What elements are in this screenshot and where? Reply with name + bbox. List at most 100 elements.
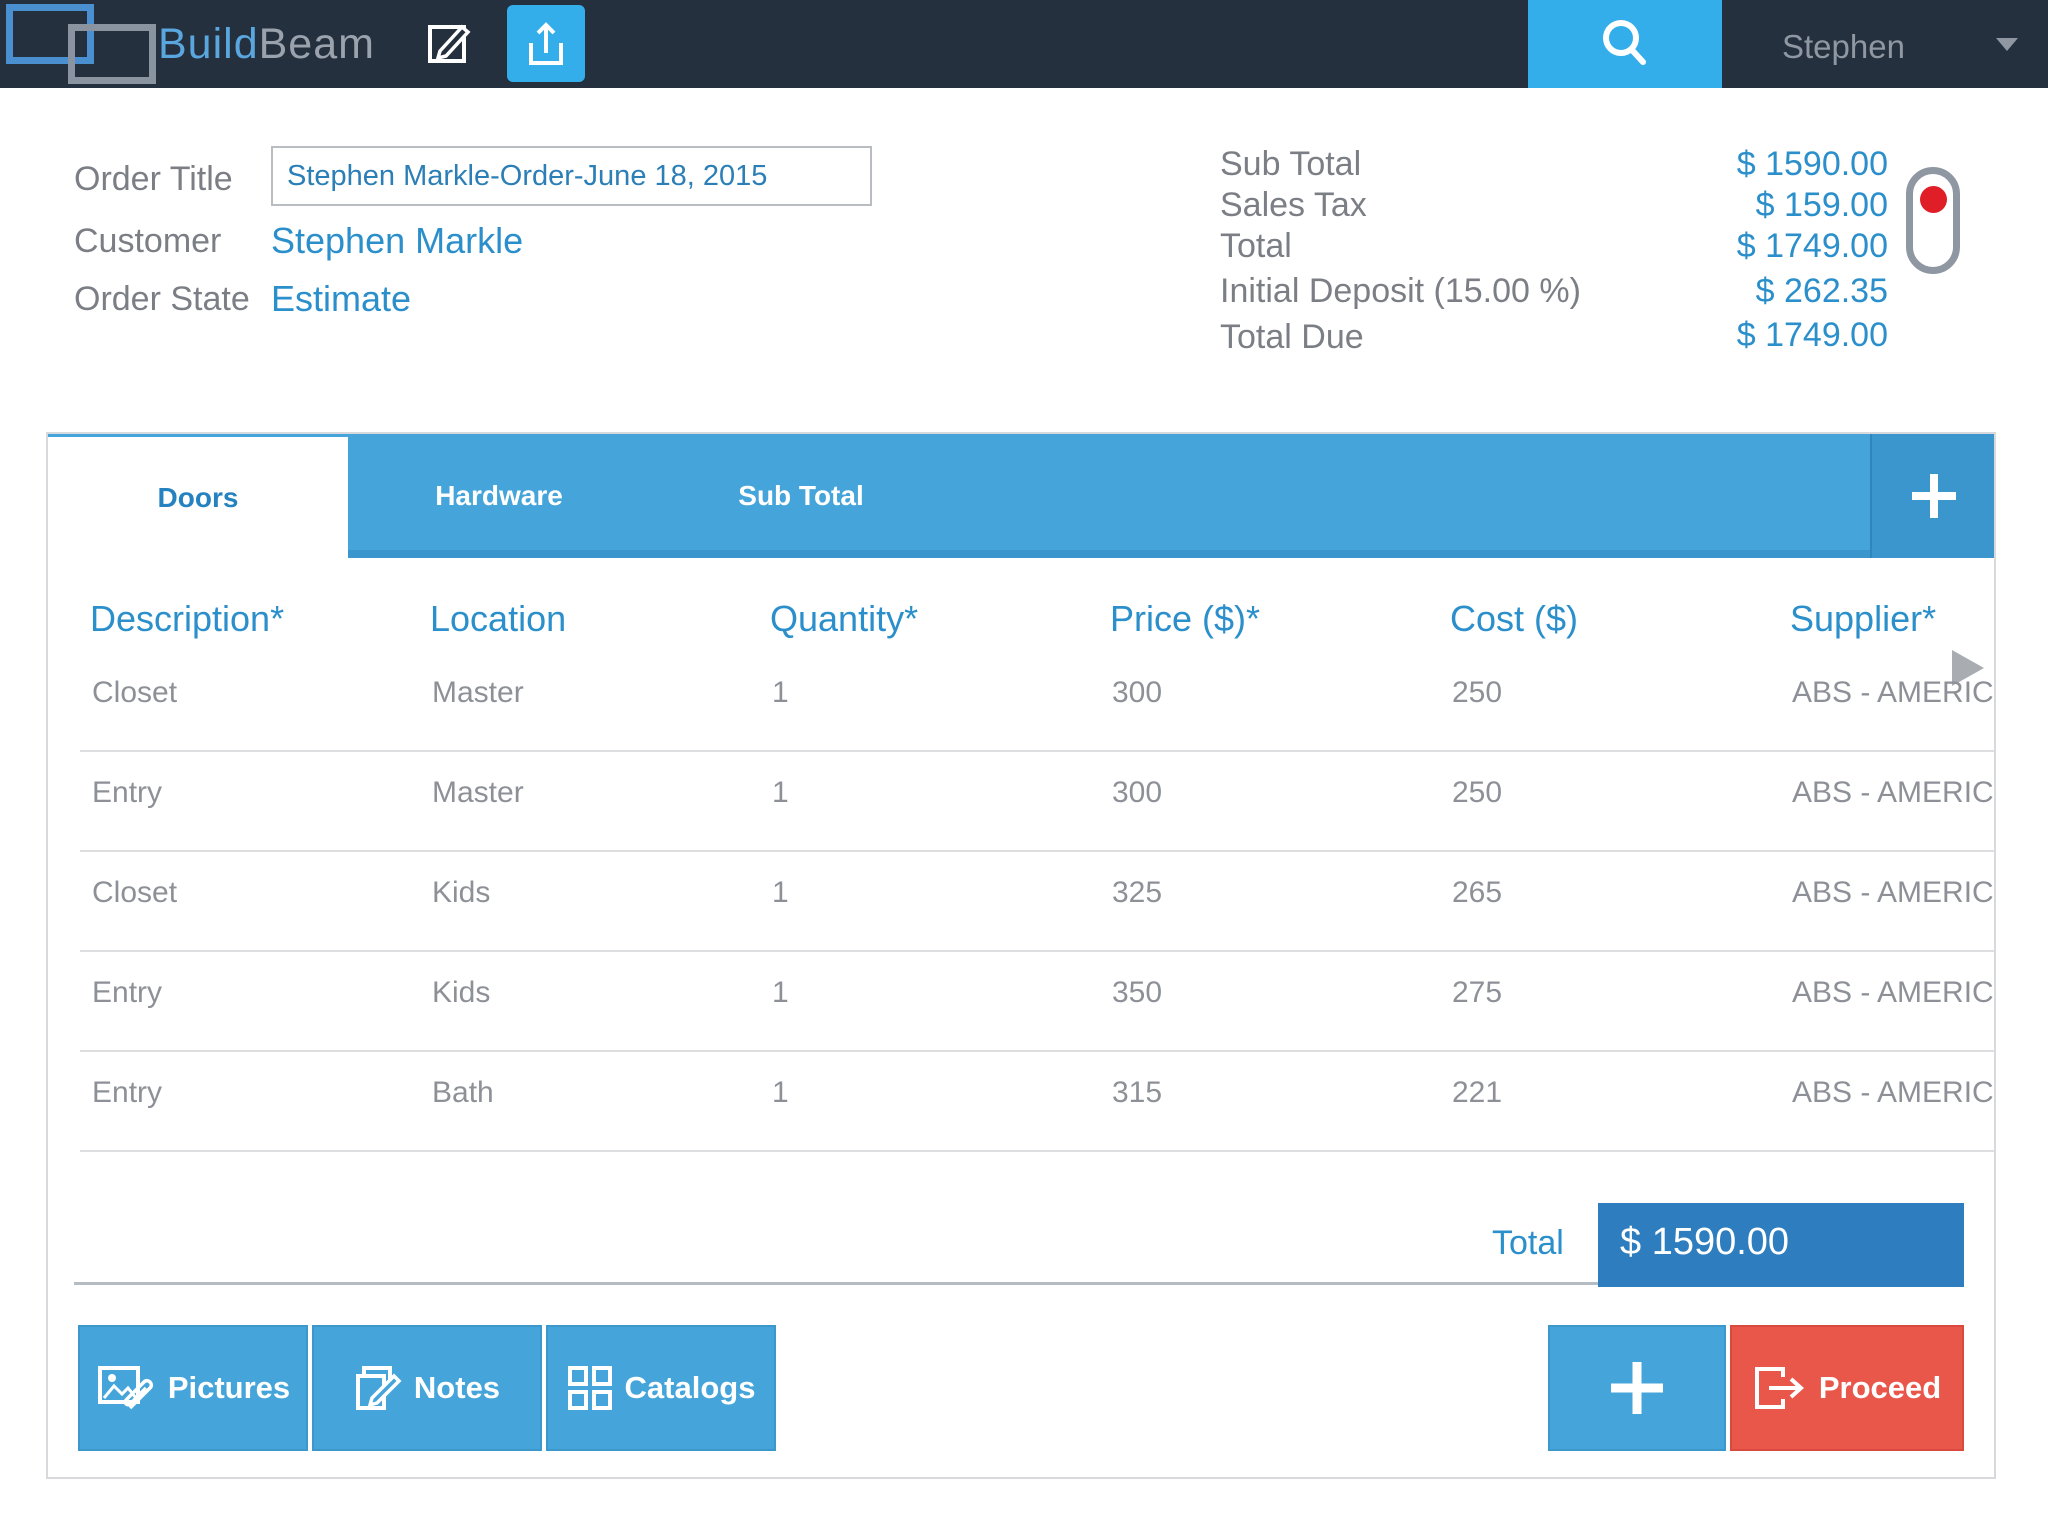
tab-bar: Doors Hardware Sub Total	[48, 434, 1994, 558]
cell-quantity[interactable]: 1	[772, 776, 789, 809]
app-logo[interactable]: BuildBeam	[6, 4, 386, 84]
cell-supplier[interactable]: ABS - AMERICA	[1792, 776, 1994, 809]
logo-text: BuildBeam	[158, 20, 375, 69]
order-state-link[interactable]: Estimate	[271, 278, 412, 319]
cell-location[interactable]: Kids	[432, 876, 491, 909]
column-header-location[interactable]: Location	[430, 598, 567, 639]
column-header-cost[interactable]: Cost ($)	[1450, 598, 1579, 639]
total-due-label: Total Due	[1220, 318, 1364, 356]
order-title-input[interactable]	[271, 146, 872, 206]
cell-cost[interactable]: 275	[1452, 976, 1503, 1009]
cell-cost[interactable]: 221	[1452, 1076, 1503, 1109]
edit-button[interactable]	[410, 5, 488, 82]
cell-location[interactable]: Master	[432, 676, 524, 709]
pictures-button-label: Pictures	[167, 1370, 291, 1405]
column-header-description[interactable]: Description*	[90, 598, 285, 639]
cell-quantity[interactable]: 1	[772, 676, 789, 709]
search-icon	[1603, 20, 1646, 65]
table-row[interactable]: Entry Kids 1 350 275 ABS - AMERICA	[80, 952, 1994, 1052]
add-tab-button[interactable]	[1870, 434, 1994, 558]
cell-description[interactable]: Entry	[92, 776, 163, 809]
summary-toggle[interactable]	[1906, 167, 1960, 274]
pictures-button[interactable]: Pictures	[78, 1325, 308, 1451]
notes-button-label: Notes	[413, 1370, 501, 1405]
cell-supplier[interactable]: ABS - AMERICA	[1792, 676, 1994, 709]
search-button[interactable]	[1528, 0, 1722, 88]
column-header-quantity[interactable]: Quantity*	[770, 598, 919, 639]
sub-total-label: Sub Total	[1220, 145, 1362, 183]
table-total-label: Total	[1492, 1224, 1564, 1262]
cell-location[interactable]: Master	[432, 776, 524, 809]
user-name: Stephen	[1782, 28, 1905, 65]
logo-text-beam: Beam	[258, 20, 375, 68]
catalogs-button[interactable]: Catalogs	[546, 1325, 776, 1451]
chevron-down-icon	[1996, 38, 2018, 51]
toggle-knob	[1920, 186, 1947, 213]
cell-supplier[interactable]: ABS - AMERICA	[1792, 876, 1994, 909]
proceed-button-label: Proceed	[1818, 1370, 1942, 1405]
exit-icon	[1754, 1367, 1804, 1409]
cell-description[interactable]: Entry	[92, 976, 163, 1009]
cell-cost[interactable]: 250	[1452, 776, 1503, 809]
notes-button[interactable]: Notes	[312, 1325, 542, 1451]
table-total-value: $ 1590.00	[1598, 1203, 1964, 1287]
cell-price[interactable]: 300	[1112, 676, 1163, 709]
add-item-button[interactable]	[1548, 1325, 1726, 1451]
order-state-label: Order State	[74, 280, 250, 318]
notes-icon	[355, 1366, 402, 1410]
catalogs-button-label: Catalogs	[624, 1370, 756, 1405]
plus-icon	[1912, 474, 1956, 518]
cell-description[interactable]: Closet	[92, 676, 178, 709]
logo-square-back	[68, 24, 156, 84]
logo-square-front	[6, 4, 94, 64]
column-header-supplier[interactable]: Supplier*	[1790, 598, 1937, 639]
plus-icon	[1611, 1362, 1663, 1414]
pictures-icon	[97, 1366, 153, 1410]
initial-deposit-value: $ 262.35	[1755, 272, 1888, 310]
total-divider	[74, 1282, 1964, 1285]
order-items-panel: Doors Hardware Sub Total Description* Lo…	[46, 432, 1996, 1479]
total-value: $ 1749.00	[1736, 227, 1888, 265]
cell-quantity[interactable]: 1	[772, 976, 789, 1009]
cell-supplier[interactable]: ABS - AMERICA	[1792, 976, 1994, 1009]
proceed-button[interactable]: Proceed	[1730, 1325, 1964, 1451]
cell-quantity[interactable]: 1	[772, 876, 789, 909]
column-header-price[interactable]: Price ($)*	[1110, 598, 1261, 639]
table-row[interactable]: Entry Bath 1 315 221 ABS - AMERICA	[80, 1052, 1994, 1152]
top-bar: BuildBeam Stephen	[0, 0, 2048, 88]
cell-price[interactable]: 300	[1112, 776, 1163, 809]
table-row[interactable]: Closet Master 1 300 250 ABS - AMERICA	[80, 652, 1994, 752]
initial-deposit-label: Initial Deposit (15.00 %)	[1220, 272, 1581, 310]
sales-tax-label: Sales Tax	[1220, 186, 1367, 224]
grid-icon	[567, 1366, 612, 1410]
customer-label: Customer	[74, 222, 222, 260]
cell-price[interactable]: 350	[1112, 976, 1163, 1009]
tab-doors[interactable]: Doors	[48, 434, 348, 558]
table-row[interactable]: Closet Kids 1 325 265 ABS - AMERICA	[80, 852, 1994, 952]
customer-link[interactable]: Stephen Markle	[271, 220, 524, 261]
cell-supplier[interactable]: ABS - AMERICA	[1792, 1076, 1994, 1109]
table-row[interactable]: Entry Master 1 300 250 ABS - AMERICA	[80, 752, 1994, 852]
sales-tax-value: $ 159.00	[1755, 186, 1888, 224]
share-icon	[529, 22, 563, 65]
tab-hardware[interactable]: Hardware	[435, 480, 563, 511]
cell-price[interactable]: 315	[1112, 1076, 1163, 1109]
user-menu[interactable]: Stephen	[1722, 0, 2048, 88]
cell-description[interactable]: Entry	[92, 1076, 163, 1109]
total-due-value: $ 1749.00	[1736, 316, 1888, 354]
cell-cost[interactable]: 250	[1452, 676, 1503, 709]
cell-description[interactable]: Closet	[92, 876, 178, 909]
cell-cost[interactable]: 265	[1452, 876, 1503, 909]
tab-sub-total[interactable]: Sub Total	[738, 480, 864, 511]
cell-price[interactable]: 325	[1112, 876, 1163, 909]
cell-location[interactable]: Bath	[432, 1076, 494, 1109]
cell-location[interactable]: Kids	[432, 976, 491, 1009]
share-button[interactable]	[507, 5, 585, 82]
sub-total-value: $ 1590.00	[1736, 145, 1888, 183]
order-title-label: Order Title	[74, 160, 233, 198]
cell-quantity[interactable]: 1	[772, 1076, 789, 1109]
edit-icon	[428, 24, 471, 63]
scroll-right-icon[interactable]	[1952, 650, 1984, 686]
logo-text-build: Build	[158, 20, 259, 68]
total-label: Total	[1220, 227, 1292, 265]
